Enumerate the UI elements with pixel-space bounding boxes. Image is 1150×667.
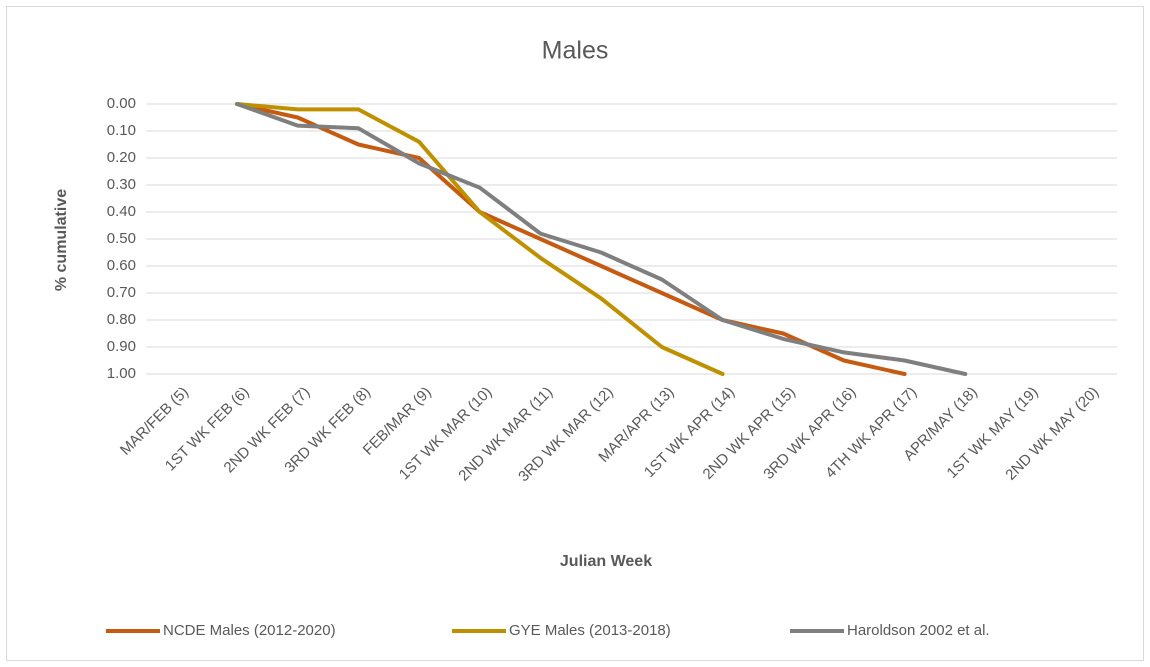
y-tick-label: 0.80 — [107, 311, 136, 328]
y-tick-label: 0.90 — [107, 338, 136, 355]
series-line — [235, 102, 725, 376]
y-tick-label: 0.00 — [107, 95, 136, 112]
y-tick-label: 0.60 — [107, 257, 136, 274]
legend-label: Haroldson 2002 et al. — [847, 622, 990, 639]
y-tick-label: 1.00 — [107, 365, 136, 382]
y-tick-label: 0.70 — [107, 284, 136, 301]
x-axis-title: Julian Week — [560, 553, 652, 570]
chart-border — [6, 6, 1144, 661]
y-tick-label: 0.30 — [107, 176, 136, 193]
series-line — [235, 102, 968, 376]
y-tick-label: 0.50 — [107, 230, 136, 247]
chart-title: Males — [542, 37, 609, 65]
y-tick-label: 0.10 — [107, 122, 136, 139]
legend-label: GYE Males (2013-2018) — [509, 622, 671, 639]
series-line — [235, 102, 907, 376]
y-tick-label: 0.40 — [107, 203, 136, 220]
y-axis-title: % cumulative — [53, 189, 70, 291]
legend-label: NCDE Males (2012-2020) — [163, 622, 336, 639]
y-tick-label: 0.20 — [107, 149, 136, 166]
